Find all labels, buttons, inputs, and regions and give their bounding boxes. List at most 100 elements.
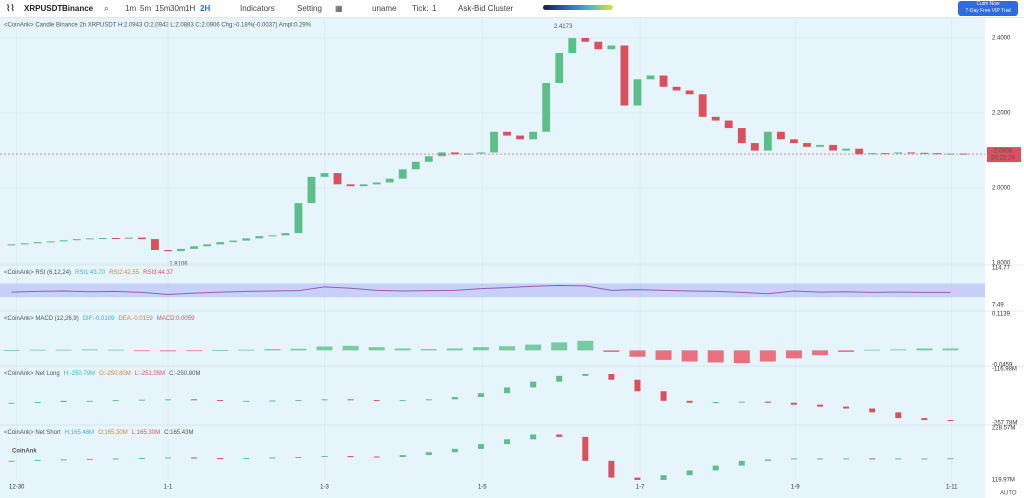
macd-bar — [133, 350, 150, 352]
step-bar — [869, 458, 876, 460]
macd-bar — [890, 349, 907, 351]
candle — [881, 153, 890, 155]
macd-bar — [238, 349, 255, 351]
candle — [724, 120, 733, 129]
macd-bar — [290, 348, 307, 351]
candle — [763, 131, 772, 151]
step-bar — [504, 387, 511, 394]
candle — [190, 246, 198, 249]
candle — [450, 152, 459, 155]
macd-bar — [472, 347, 489, 351]
indicator-stat: DEA:-0.0159 — [118, 316, 153, 322]
candle — [255, 236, 264, 239]
candle — [646, 75, 655, 80]
interval[interactable]: 5m — [140, 4, 152, 13]
interval[interactable]: 1H — [185, 4, 196, 13]
candle — [490, 131, 498, 153]
candle — [85, 238, 94, 240]
candle — [33, 242, 42, 244]
candle — [151, 239, 159, 250]
exchange[interactable]: Binance — [62, 4, 94, 13]
candle — [229, 240, 238, 243]
indicators[interactable]: Indicators — [240, 4, 275, 13]
step-bar — [34, 401, 41, 403]
indicator-stat: RSI1:43.70 — [75, 270, 106, 276]
candle — [542, 83, 551, 132]
step-bar — [425, 452, 432, 456]
macd-bar — [577, 340, 594, 351]
y-tick-label: -257.78M — [992, 421, 1017, 427]
candle — [803, 143, 811, 147]
step-bar — [817, 458, 824, 460]
candle — [464, 153, 472, 155]
candle — [581, 38, 590, 42]
macd-bar — [838, 350, 855, 352]
candle — [359, 184, 368, 187]
step-bar — [34, 459, 41, 461]
indicator-name: <CoinAnk> MACD (12,26,9) — [4, 316, 79, 322]
indicator-stat: H:165.46M — [65, 430, 94, 436]
macd-bar — [55, 349, 72, 351]
macd-bar — [551, 342, 568, 351]
step-bar — [165, 457, 172, 459]
candle — [281, 233, 290, 236]
step-bar — [634, 477, 641, 480]
candle — [477, 152, 485, 154]
step-bar — [60, 400, 67, 402]
macd-bar — [394, 348, 411, 351]
step-bar — [608, 373, 615, 380]
macd-bar — [629, 350, 646, 357]
macd-bar — [785, 350, 802, 359]
layout[interactable]: ▦ — [335, 4, 343, 13]
candle — [372, 182, 381, 185]
indicator-name: <CoinAnk> RSI (6,12,24) — [4, 270, 71, 276]
candle — [842, 148, 851, 151]
rsi-line — [11, 285, 951, 295]
interval[interactable]: 1m — [125, 4, 137, 13]
macd-bar — [186, 350, 203, 352]
indicator-stat: O:165.30M — [98, 430, 128, 436]
macd-bar — [759, 350, 776, 362]
y-tick-label: -116.98M — [992, 367, 1017, 373]
candle — [920, 152, 929, 154]
candle — [933, 153, 942, 155]
logo: ⌇⌇ — [6, 3, 15, 13]
step-bar — [686, 470, 693, 476]
macd-bar — [160, 350, 177, 352]
y-tick-label: 228.57M — [992, 426, 1015, 432]
search[interactable]: ⌕ — [104, 4, 109, 13]
step-bar — [165, 399, 172, 401]
user[interactable]: uname — [372, 4, 397, 13]
y-tick-label: 114.77 — [992, 266, 1011, 272]
interval[interactable]: 15m — [155, 4, 171, 13]
step-bar — [8, 460, 15, 462]
macd-bar — [603, 350, 620, 352]
step-bar — [895, 458, 902, 460]
candle — [894, 152, 903, 154]
step-bar — [712, 465, 719, 471]
tick-value[interactable]: 1 — [432, 4, 437, 13]
heat-gradient[interactable] — [543, 5, 613, 10]
plot-background — [0, 18, 985, 498]
candle — [959, 153, 968, 155]
step-bar — [243, 457, 250, 459]
interval[interactable]: 30m — [170, 4, 186, 13]
cluster[interactable]: Ask-Bid Cluster — [458, 4, 514, 13]
interval[interactable]: 2H — [200, 4, 211, 13]
symbol[interactable]: XRPUSDT — [24, 4, 63, 13]
step-bar — [764, 459, 771, 461]
step-bar — [373, 456, 380, 458]
macd-bar — [212, 350, 229, 351]
macd-bar — [864, 349, 881, 351]
candle — [294, 203, 303, 234]
candle — [698, 94, 707, 117]
step-bar — [269, 457, 276, 459]
promo[interactable]: Cuim Now 7-Day Free VIP Trial — [958, 1, 1018, 16]
indicator-stat: C:165.43M — [164, 430, 193, 436]
candle — [672, 86, 681, 91]
candle — [777, 131, 785, 140]
step-bar — [243, 400, 250, 402]
candle — [633, 79, 642, 106]
setting[interactable]: Setting — [297, 4, 322, 13]
macd-bar — [446, 348, 463, 351]
